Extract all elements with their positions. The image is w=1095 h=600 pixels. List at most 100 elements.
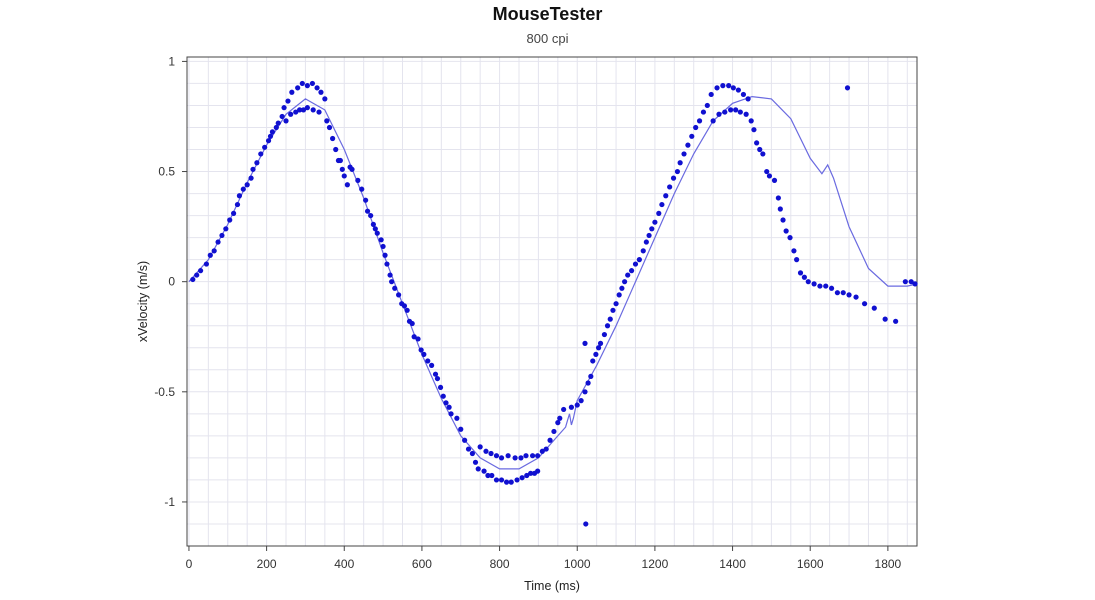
data-point — [219, 232, 225, 239]
y-tick-label: 0.5 — [158, 165, 175, 179]
data-point — [477, 444, 483, 450]
data-point — [757, 146, 763, 153]
data-point — [547, 437, 553, 443]
data-point — [454, 415, 460, 421]
x-tick-label: 1800 — [875, 557, 902, 571]
data-point — [518, 455, 524, 461]
data-point — [505, 453, 511, 459]
data-point — [234, 201, 241, 208]
data-point — [425, 358, 431, 364]
data-point — [601, 331, 608, 338]
data-point — [578, 398, 584, 404]
data-point — [551, 428, 557, 435]
y-tick-label: 1 — [168, 54, 175, 68]
data-point — [667, 184, 673, 190]
axis-ticks: 0 200 400 600 800 1000 1200 1400 1600 1800 1 0.5 0 -0… — [154, 54, 901, 571]
data-point — [693, 124, 699, 131]
y-tick-label: -1 — [164, 495, 175, 509]
data-point — [674, 168, 681, 175]
data-point — [493, 477, 500, 483]
data-point — [640, 248, 646, 254]
data-point — [840, 290, 846, 296]
data-point — [190, 276, 196, 283]
series-line-smoothed — [188, 95, 918, 470]
data-point — [409, 320, 415, 327]
data-point — [610, 307, 616, 313]
data-point — [215, 239, 221, 245]
data-point — [652, 219, 658, 225]
data-point — [805, 279, 811, 285]
data-point — [529, 453, 536, 459]
data-point — [743, 111, 749, 117]
data-point — [853, 294, 859, 300]
data-point — [625, 272, 631, 278]
data-point — [597, 340, 604, 346]
data-point — [289, 89, 295, 95]
data-point — [730, 85, 736, 91]
x-tick-label: 800 — [490, 557, 510, 571]
data-point — [844, 85, 851, 91]
data-point — [585, 380, 591, 386]
data-point — [801, 274, 807, 280]
data-point — [203, 261, 210, 267]
data-point — [893, 318, 899, 324]
data-point — [766, 173, 773, 179]
data-point — [304, 83, 310, 89]
data-point — [696, 118, 703, 124]
x-tick-label: 1000 — [564, 557, 591, 571]
data-point — [318, 89, 324, 95]
data-point — [288, 111, 294, 117]
data-point — [364, 208, 371, 214]
y-tick-label: -0.5 — [154, 385, 175, 399]
data-point — [704, 102, 710, 109]
x-tick-label: 200 — [257, 557, 277, 571]
data-point — [523, 453, 529, 459]
data-point — [912, 281, 918, 287]
data-point — [794, 257, 800, 263]
data-point — [279, 113, 285, 120]
data-point — [285, 98, 291, 104]
data-point — [740, 91, 747, 98]
y-axis-label: xVelocity (m/s) — [136, 261, 150, 342]
data-point — [555, 420, 561, 426]
data-point — [370, 221, 376, 228]
data-point — [656, 210, 662, 216]
data-point — [382, 252, 388, 258]
data-point — [607, 316, 613, 322]
data-point — [834, 290, 840, 296]
data-point — [677, 160, 683, 166]
data-point — [722, 109, 728, 115]
data-point — [791, 248, 797, 254]
data-point — [726, 83, 732, 89]
data-point — [543, 446, 549, 452]
data-point — [387, 272, 393, 278]
data-point — [299, 80, 305, 87]
data-point — [240, 186, 246, 192]
data-point — [714, 85, 720, 91]
data-point — [316, 109, 322, 115]
data-point — [380, 243, 386, 250]
data-point — [488, 450, 494, 457]
plot-frame — [186, 56, 918, 547]
data-point — [764, 168, 770, 175]
data-point — [535, 468, 541, 474]
data-point — [374, 230, 380, 236]
data-point — [437, 384, 444, 391]
data-point — [295, 85, 301, 91]
data-point — [561, 406, 567, 413]
data-point — [643, 239, 649, 245]
data-point — [293, 109, 299, 115]
data-point — [322, 96, 328, 102]
data-point — [629, 268, 635, 274]
data-point — [498, 477, 505, 483]
x-tick-label: 600 — [412, 557, 432, 571]
data-point — [440, 393, 446, 399]
data-point — [780, 217, 786, 223]
data-point — [344, 182, 350, 188]
data-point — [267, 133, 274, 139]
data-point — [418, 347, 424, 353]
data-point — [582, 340, 588, 346]
data-point — [404, 307, 410, 313]
data-point — [483, 448, 489, 454]
